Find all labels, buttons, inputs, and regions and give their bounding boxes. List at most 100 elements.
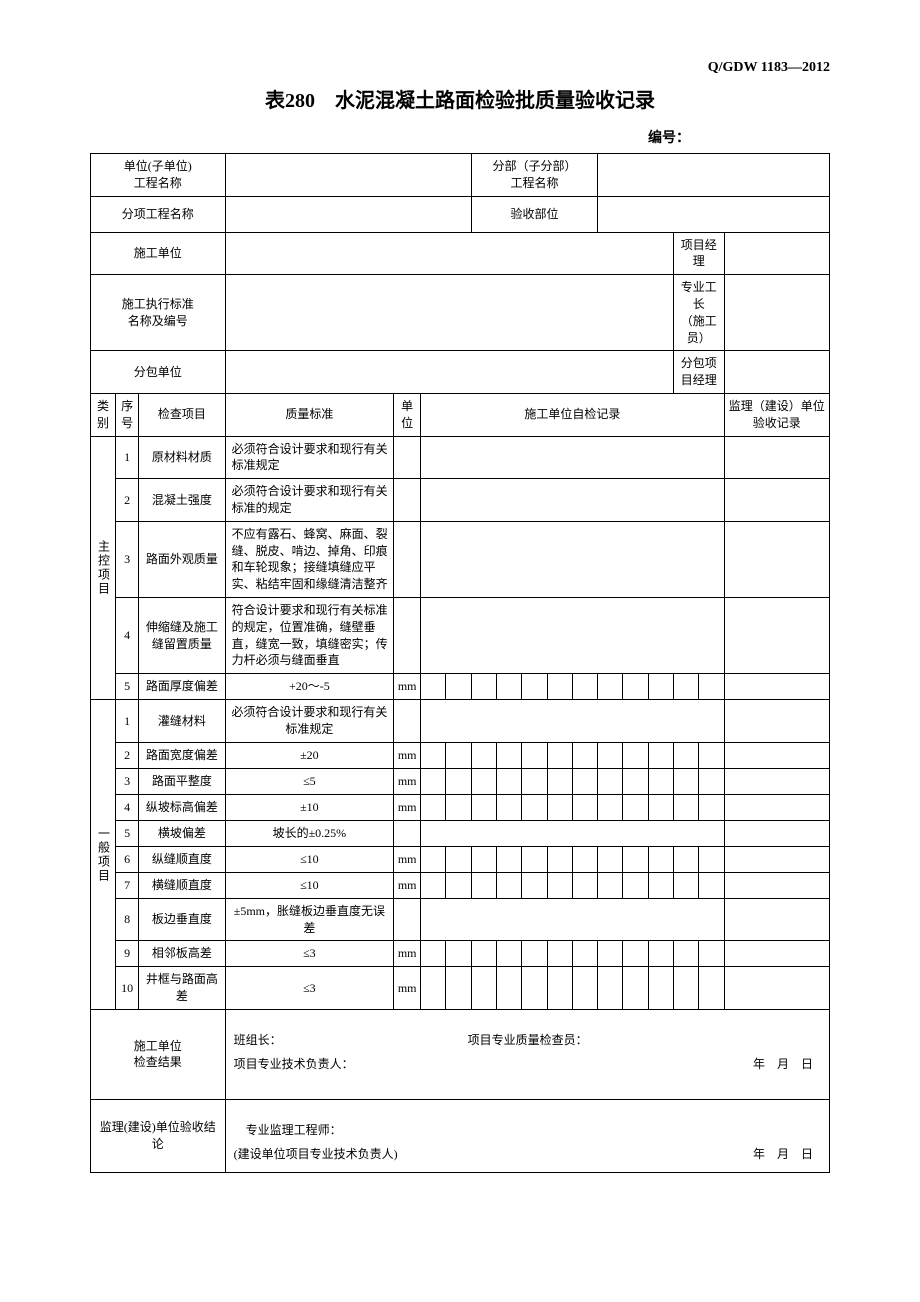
team-leader-label: 班组长： [234,1033,282,1047]
date-label: 年 月 日 [753,1052,821,1076]
check-cell [572,967,597,1010]
info-row-3: 施工单位 项目经理 [91,232,830,275]
item-project-label: 分项工程名称 [91,196,226,232]
supervision-value [724,742,829,768]
check-cell [446,941,471,967]
check-cell [547,846,572,872]
standard: ≤5 [225,768,394,794]
construction-unit-label: 施工单位 [91,232,226,275]
check-cell [547,794,572,820]
check-cell [446,872,471,898]
seq: 2 [116,479,139,522]
check-cell [522,674,547,700]
check-cell [471,967,496,1010]
check-cell [547,768,572,794]
gen-row-5: 5 横坡偏差 坡长的±0.25% [91,820,830,846]
check-cell [421,872,446,898]
check-cell [446,846,471,872]
seq: 9 [116,941,139,967]
check-cell [421,967,446,1010]
check-cell [623,674,648,700]
unit: mm [394,768,421,794]
check-cell [522,846,547,872]
check-cell [648,794,673,820]
subcontractor-value [225,351,673,394]
unit-project-label: 单位(子单位) 工程名称 [91,154,226,197]
inspection-table: 单位(子单位) 工程名称 分部（子分部） 工程名称 分项工程名称 验收部位 施工… [90,153,830,1173]
supervision-value [724,846,829,872]
self-check-value [421,700,724,743]
sub-project-value [598,154,830,197]
check-cell [623,967,648,1010]
main-row-1: 主控项目 1 原材料材质 必须符合设计要求和现行有关标准规定 [91,436,830,479]
supervision-value [724,820,829,846]
check-cell [674,872,699,898]
standard: ±5mm，胀缝板边垂直度无误差 [225,898,394,941]
gen-row-2: 2 路面宽度偏差 ±20 mm [91,742,830,768]
unit: mm [394,742,421,768]
col-self-check: 施工单位自检记录 [421,393,724,436]
check-cell [421,674,446,700]
col-category: 类别 [91,393,116,436]
check-cell [471,768,496,794]
column-header-row: 类别 序号 检查项目 质量标准 单位 施工单位自检记录 监理（建设）单位 验收记… [91,393,830,436]
check-cell [446,768,471,794]
check-cell [674,846,699,872]
footer-supervision-conclusion: 监理(建设)单位验收结论 专业监理工程师： (建设单位项目专业技术负责人) 年 … [91,1099,830,1172]
standard: ≤3 [225,967,394,1010]
seq: 3 [116,768,139,794]
item: 相邻板高差 [139,941,225,967]
project-manager-value [724,232,829,275]
check-cell [497,794,522,820]
gen-row-9: 9 相邻板高差 ≤3 mm [91,941,830,967]
check-cell [648,768,673,794]
check-cell [699,768,724,794]
check-cell [623,794,648,820]
check-cell [471,674,496,700]
main-row-2: 2 混凝土强度 必须符合设计要求和现行有关标准的规定 [91,479,830,522]
info-row-2: 分项工程名称 验收部位 [91,196,830,232]
item: 原材料材质 [139,436,225,479]
check-cell [572,941,597,967]
seq: 10 [116,967,139,1010]
item: 伸缩缝及施工缝留置质量 [139,597,225,673]
supervision-value [724,674,829,700]
gen-row-6: 6 纵缝顺直度 ≤10 mm [91,846,830,872]
sub-pm-label: 分包项目经理 [674,351,725,394]
check-cell [497,872,522,898]
check-cell [572,768,597,794]
unit: mm [394,941,421,967]
check-cell [572,794,597,820]
check-cell [674,794,699,820]
supervision-value [724,898,829,941]
supervision-value [724,967,829,1010]
supervision-value [724,768,829,794]
check-cell [446,742,471,768]
info-row-1: 单位(子单位) 工程名称 分部（子分部） 工程名称 [91,154,830,197]
supervision-value [724,872,829,898]
subcontractor-label: 分包单位 [91,351,226,394]
footer-construction-result: 施工单位 检查结果 班组长： 项目专业质量检查员： 项目专业技术负责人： 年 月… [91,1009,830,1099]
check-cell [497,941,522,967]
check-cell [572,674,597,700]
item: 横坡偏差 [139,820,225,846]
unit [394,597,421,673]
standard: 不应有露石、蜂窝、麻面、裂缝、脱皮、啃边、掉角、印痕和车轮现象；接缝填缝应平实、… [225,521,394,597]
check-cell [471,872,496,898]
check-cell [648,742,673,768]
standard-label: 施工执行标准 名称及编号 [91,275,226,351]
main-row-5: 5 路面厚度偏差 +20～-5 mm [91,674,830,700]
seq: 8 [116,898,139,941]
col-unit: 单位 [394,393,421,436]
check-cell [623,872,648,898]
standard: ±20 [225,742,394,768]
self-check-value [421,521,724,597]
owner-tech-leader-label: (建设单位项目专业技术负责人) [234,1147,398,1161]
check-cell [421,742,446,768]
main-row-3: 3 路面外观质量 不应有露石、蜂窝、麻面、裂缝、脱皮、啃边、掉角、印痕和车轮现象… [91,521,830,597]
col-seq: 序号 [116,393,139,436]
check-cell [598,967,623,1010]
check-cell [699,846,724,872]
seq: 5 [116,820,139,846]
main-group-label: 主控项目 [91,436,116,700]
